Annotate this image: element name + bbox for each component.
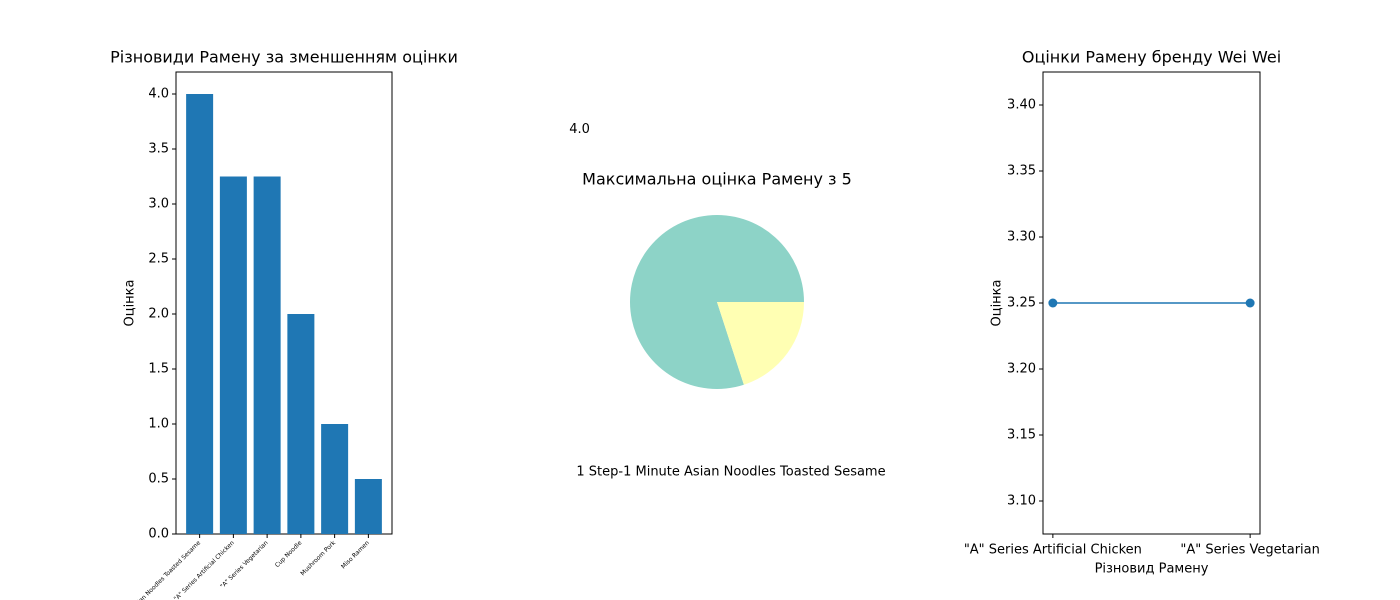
y-tick-label: 3.40: [1007, 98, 1036, 113]
x-tick-label: "A" Series Artificial Chicken: [173, 539, 236, 600]
plot-frame: [175, 71, 393, 535]
y-axis-label: Оцінка: [990, 279, 1005, 326]
bar: [253, 176, 281, 534]
y-tick-label: 0.0: [148, 527, 169, 542]
point: [1245, 298, 1255, 308]
y-tick-label: 3.35: [1007, 164, 1036, 179]
y-tick-label: 4.0: [148, 87, 169, 102]
bar: [354, 479, 382, 534]
y-tick-label: 2.5: [148, 252, 169, 267]
y-tick-label: 1.5: [148, 362, 169, 377]
chart-title: Максимальна оцінка Рамену з 5: [582, 170, 852, 189]
x-tick-label: Miso Ramen: [340, 539, 371, 570]
point: [1048, 298, 1058, 308]
chart-title: Різновиди Рамену за зменшенням оцінки: [110, 48, 458, 67]
x-axis-label: 1 Step-1 Minute Asian Noodles Toasted Se…: [576, 465, 885, 480]
y-tick-label: 3.20: [1007, 362, 1036, 377]
y-tick-label: 3.0: [148, 197, 169, 212]
bar: [219, 176, 247, 534]
y-axis-label: Оцінка: [123, 279, 138, 326]
x-tick-label: "A" Series Artificial Chicken: [964, 543, 1142, 558]
bar: [321, 424, 349, 534]
chart-title: Оцінки Рамену бренду Wei Wei: [1022, 48, 1281, 67]
bar: [186, 94, 214, 534]
x-tick-label: "A" Series Vegetarian: [1180, 543, 1319, 558]
y-tick-label: 3.25: [1007, 296, 1036, 311]
y-tick-label: 2.0: [148, 307, 169, 322]
pie-slice: [717, 302, 804, 385]
bar: [287, 314, 315, 534]
y-tick-label: 3.15: [1007, 428, 1036, 443]
plot-frame: [1042, 71, 1261, 535]
x-tick-label: Mushroom Pork: [299, 539, 337, 577]
y-tick-label: 3.5: [148, 142, 169, 157]
y-tick-label: 0.5: [148, 472, 169, 487]
y-tick-label: 3.10: [1007, 494, 1036, 509]
x-tick-label: Cup Noodle: [274, 539, 304, 569]
y-tick-label: 1.0: [148, 417, 169, 432]
slice-label: 4.0: [569, 122, 590, 137]
pie-slice: [629, 214, 804, 389]
y-tick-label: 3.30: [1007, 230, 1036, 245]
x-axis-label: Різновид Рамену: [1095, 562, 1209, 577]
